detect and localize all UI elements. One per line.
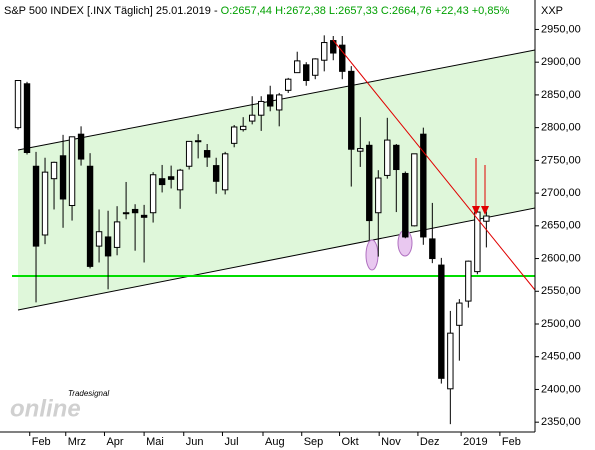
- y-tick-label: 2650,00: [541, 220, 581, 232]
- candle-body: [465, 260, 472, 302]
- candle-body: [68, 136, 76, 207]
- quote: O:2657,44 H:2672,38 L:2657,33 C:2664,76 …: [221, 5, 510, 17]
- title: S&P 500 INDEX [.INX Täglich] 25.01.2019 …: [4, 5, 221, 17]
- y-tick-label: 2600,00: [541, 252, 581, 264]
- candle-body: [303, 64, 310, 82]
- candle-body: [357, 148, 364, 152]
- candle-body: [41, 171, 49, 236]
- candle-body: [239, 125, 247, 131]
- x-tick-label: Dez: [420, 436, 440, 448]
- candle-body: [86, 165, 94, 267]
- axis-unit: XXP: [541, 5, 563, 17]
- candle-body: [285, 78, 292, 91]
- candle-body: [50, 161, 58, 180]
- candle-body: [113, 221, 121, 248]
- y-tick-label: 2800,00: [541, 122, 581, 134]
- candle-body: [366, 144, 373, 222]
- candle-body: [429, 238, 436, 260]
- candle-body: [212, 165, 220, 182]
- arrow-head: [472, 206, 480, 215]
- candle-body: [140, 214, 148, 218]
- candle-body: [149, 174, 157, 214]
- candle-body: [393, 144, 400, 171]
- y-tick-label: 2750,00: [541, 154, 581, 166]
- candle-body: [185, 140, 193, 167]
- candle-body: [248, 114, 256, 122]
- pattern-marker: [365, 239, 379, 271]
- candle-body: [267, 94, 274, 107]
- candle-body: [221, 153, 229, 191]
- y-tick-label: 2500,00: [541, 318, 581, 330]
- candle-body: [384, 139, 391, 176]
- y-tick-label: 2700,00: [541, 187, 581, 199]
- downtrend-line: [332, 39, 536, 291]
- candle-body: [158, 178, 166, 186]
- chart-title: S&P 500 INDEX [.INX Täglich] 25.01.2019 …: [4, 5, 510, 17]
- watermark-logo: online: [10, 395, 81, 422]
- candle-body: [122, 212, 130, 215]
- x-tick-label: Sep: [304, 436, 324, 448]
- candle-body: [104, 236, 112, 257]
- candle-body: [348, 70, 355, 150]
- x-tick-label: Okt: [342, 436, 359, 448]
- candle-body: [321, 42, 328, 61]
- candle-body: [59, 155, 67, 200]
- candle-body: [483, 215, 490, 222]
- candle-body: [95, 231, 103, 247]
- x-tick-label: Jun: [186, 436, 204, 448]
- candle-body: [375, 177, 382, 214]
- candle-body: [411, 153, 418, 227]
- candle-body: [194, 140, 202, 143]
- candle-body: [176, 169, 184, 191]
- candle-body: [23, 83, 31, 154]
- x-tick-label: Aug: [265, 436, 285, 448]
- x-tick-label: Feb: [32, 436, 51, 448]
- candle-body: [294, 60, 301, 74]
- candle-body: [474, 211, 481, 273]
- candle-body: [402, 172, 409, 238]
- x-tick-label: Nov: [381, 436, 401, 448]
- y-tick-label: 2400,00: [541, 383, 581, 395]
- candles: [14, 35, 490, 425]
- x-tick-label: Feb: [502, 436, 521, 448]
- candle-body: [77, 133, 85, 160]
- candle-body: [230, 126, 238, 144]
- channel-fill: [18, 50, 535, 310]
- x-tick-label: 2019: [463, 436, 487, 448]
- x-tick-label: Mai: [146, 436, 164, 448]
- candle-body: [167, 176, 175, 180]
- candle-body: [32, 165, 40, 247]
- y-tick-label: 2850,00: [541, 89, 581, 101]
- candle-body: [438, 264, 445, 379]
- x-tick-label: Jul: [224, 436, 238, 448]
- candle-body: [257, 100, 265, 116]
- candle-body: [312, 58, 319, 76]
- y-tick-label: 2900,00: [541, 56, 581, 68]
- candle-body: [203, 150, 211, 158]
- candle-body: [456, 302, 463, 326]
- candle-body: [276, 94, 283, 111]
- y-tick-label: 2550,00: [541, 285, 581, 297]
- x-tick-label: Mrz: [68, 436, 86, 448]
- y-tick-label: 2350,00: [541, 416, 581, 428]
- candle-body: [420, 133, 427, 238]
- candle-body: [131, 208, 139, 214]
- candle-body: [339, 44, 346, 72]
- x-tick-label: Apr: [106, 436, 123, 448]
- candle-body: [14, 80, 22, 129]
- candle-body: [447, 332, 454, 390]
- y-tick-label: 2450,00: [541, 351, 581, 363]
- watermark-brand: Tradesignal: [68, 389, 109, 398]
- arrow-head: [481, 206, 489, 215]
- channel-lower: [17, 207, 536, 311]
- y-tick-label: 2950,00: [541, 23, 581, 35]
